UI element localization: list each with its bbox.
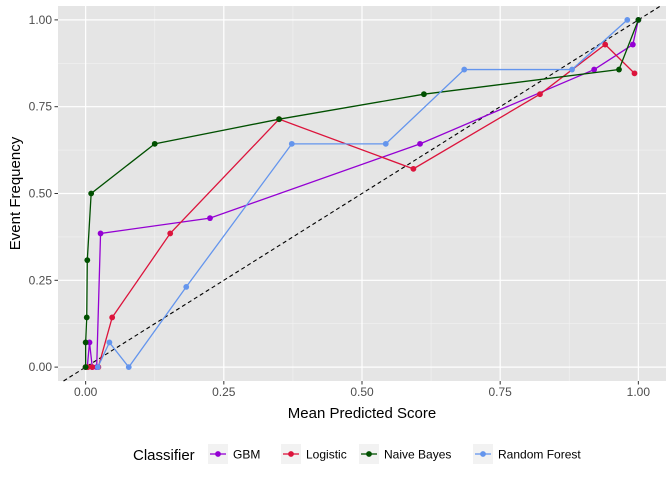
legend-title: Classifier: [133, 447, 195, 464]
series-random-forest: [94, 16, 631, 371]
data-point-naive-bayes: [84, 257, 91, 264]
y-tick-label: 0.00: [29, 360, 53, 374]
x-tick-label: 0.50: [350, 385, 374, 399]
y-tick-label: 0.50: [29, 187, 53, 201]
x-axis-title: Mean Predicted Score: [288, 405, 436, 422]
legend-item-random-forest: Random Forest: [473, 444, 581, 464]
legend-label-logistic: Logistic: [306, 448, 347, 462]
data-point-random-forest: [382, 140, 389, 147]
legend-label-naive-bayes: Naive Bayes: [384, 448, 451, 462]
series-line-naive-bayes: [84, 19, 639, 368]
data-point-naive-bayes: [82, 364, 89, 371]
data-point-gbm: [207, 215, 213, 222]
x-tick-label: 0.75: [489, 385, 513, 399]
data-point-naive-bayes: [83, 314, 90, 321]
data-point-random-forest: [569, 66, 575, 73]
x-axis-ticks: 0.00 0.25 0.50 0.75 1.00: [74, 381, 650, 399]
data-point-logistic: [602, 41, 609, 48]
legend-key-point: [288, 451, 294, 457]
data-point-logistic: [631, 70, 638, 77]
y-axis-title: Event Frequency: [7, 136, 24, 250]
legend-key-point: [215, 451, 221, 457]
data-point-gbm: [591, 66, 598, 73]
data-point-logistic: [109, 314, 116, 321]
y-tick-label: 0.25: [29, 273, 53, 287]
x-tick-label: 1.00: [627, 385, 651, 399]
legend-item-naive-bayes: Naive Bayes: [359, 444, 451, 464]
data-point-random-forest: [183, 284, 190, 290]
data-point-gbm: [97, 230, 104, 237]
data-point-naive-bayes: [276, 116, 282, 123]
y-tick-label: 1.00: [29, 13, 53, 27]
data-point-logistic: [89, 364, 96, 371]
data-point-random-forest: [461, 66, 468, 73]
data-point-random-forest: [94, 364, 101, 371]
data-point-gbm: [417, 140, 423, 147]
legend-key-point: [480, 451, 486, 457]
x-tick-label: 0.00: [74, 385, 98, 399]
legend-label-random-forest: Random Forest: [498, 448, 581, 462]
data-point-logistic: [167, 230, 174, 237]
legend-label-gbm: GBM: [233, 448, 260, 462]
legend-item-gbm: GBM: [208, 444, 260, 464]
data-point-random-forest: [288, 140, 295, 147]
data-point-logistic: [537, 91, 543, 98]
diagonal-reference-line: [63, 5, 661, 382]
series-layer: [82, 16, 642, 371]
data-point-logistic: [410, 165, 417, 172]
x-tick-label: 0.25: [212, 385, 236, 399]
data-point-naive-bayes: [421, 91, 427, 98]
data-point-random-forest: [106, 339, 113, 346]
data-point-random-forest: [125, 364, 132, 371]
data-point-naive-bayes: [151, 140, 158, 147]
data-point-naive-bayes: [635, 16, 642, 23]
data-point-gbm: [629, 41, 636, 48]
y-axis-ticks: 0.00 0.25 0.50 0.75 1.00: [29, 13, 58, 374]
data-point-naive-bayes: [82, 339, 89, 346]
y-tick-label: 0.75: [29, 100, 53, 114]
data-point-random-forest: [624, 16, 631, 23]
data-point-naive-bayes: [616, 66, 622, 73]
series-naive-bayes: [82, 16, 642, 371]
data-point-naive-bayes: [88, 190, 95, 197]
legend: Classifier GBM Logistic Naive Bayes Random …: [133, 444, 581, 464]
legend-item-logistic: Logistic: [281, 444, 347, 464]
legend-key-point: [366, 451, 372, 457]
